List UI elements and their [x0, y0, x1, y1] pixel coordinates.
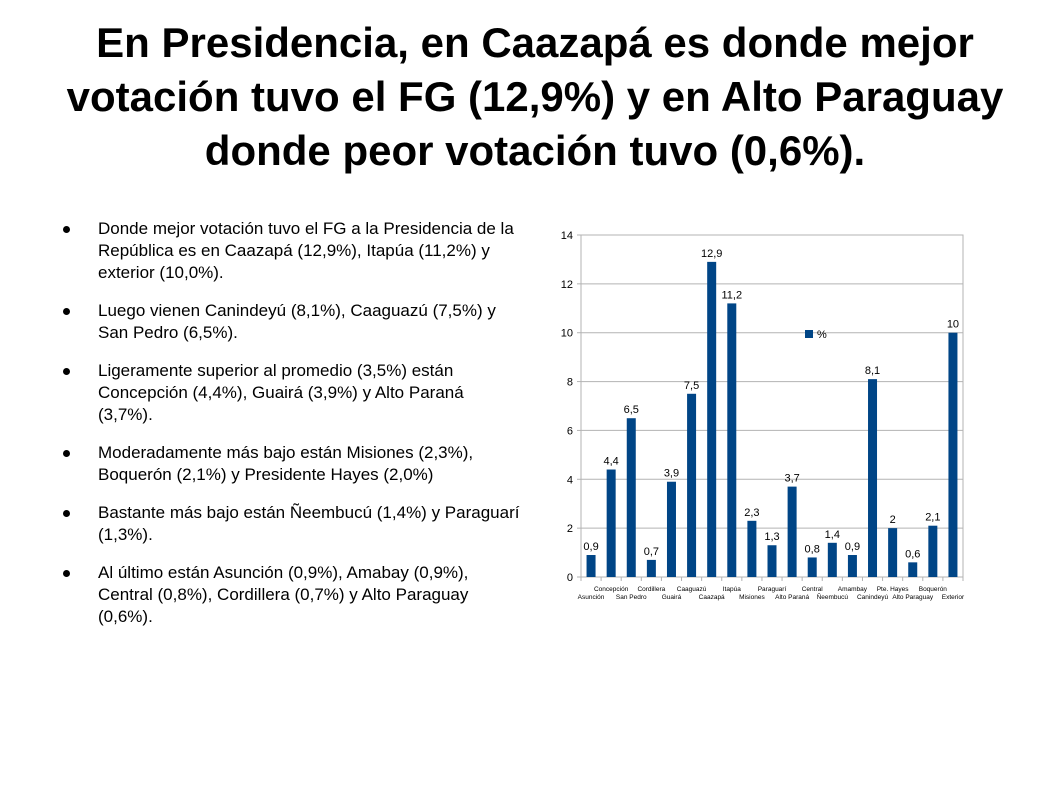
bar	[606, 469, 616, 577]
data-label: 2,3	[744, 507, 759, 519]
bar	[767, 545, 777, 577]
data-labels: 0,9 4,4 6,5 0,7 3,9 7,5 12,9 11,2 2,3 1,3 3,7 0,8 1,…	[583, 248, 959, 560]
x-tick-label: Alto Paraná	[775, 594, 809, 601]
legend-label: %	[817, 329, 827, 341]
x-tick-label: Concepción	[594, 586, 629, 593]
bullet-list: Donde mejor votación tuvo el FG a la Pre…	[60, 218, 520, 644]
bullet-item: Bastante más bajo están Ñeembucú (1,4%) …	[60, 502, 520, 546]
bar	[646, 559, 656, 577]
x-tick-label: Boquerón	[919, 586, 948, 593]
data-label: 8,1	[865, 365, 880, 377]
legend-swatch	[805, 330, 813, 338]
bar	[687, 393, 697, 577]
data-label: 6,5	[624, 404, 639, 416]
y-tick-label: 4	[567, 474, 573, 486]
y-tick-label: 6	[567, 425, 573, 437]
bar	[707, 261, 717, 577]
y-axis-ticks: 0 2 4 6 8 10 12 14	[561, 230, 573, 584]
data-label: 3,9	[664, 468, 679, 480]
y-tick-label: 8	[567, 377, 573, 389]
data-label: 0,9	[583, 541, 598, 553]
bar	[727, 303, 737, 577]
x-tick-label: Itapúa	[723, 586, 741, 593]
y-tick-label: 0	[567, 572, 573, 584]
data-label: 0,8	[805, 543, 820, 555]
x-tick-label: San Pedro	[616, 594, 647, 601]
data-label: 2	[890, 514, 896, 526]
data-label: 3,7	[784, 473, 799, 485]
bar	[908, 562, 918, 577]
x-tick-label: Paraguarí	[758, 586, 787, 593]
bullet-item: Luego vienen Canindeyú (8,1%), Caaguazú …	[60, 300, 520, 344]
x-tick-label: Amambay	[838, 586, 868, 593]
bullet-item: Moderadamente más bajo están Misiones (2…	[60, 442, 520, 486]
slide-title: En Presidencia, en Caazapá es donde mejo…	[66, 19, 1004, 174]
x-tick-label: Caaguazú	[677, 586, 707, 593]
bullet-item: Donde mejor votación tuvo el FG a la Pre…	[60, 218, 520, 284]
data-label: 0,7	[644, 546, 659, 558]
bullet-item: Ligeramente superior al promedio (3,5%) …	[60, 360, 520, 426]
y-tick-label: 2	[567, 523, 573, 535]
x-tick-label: Exterior	[942, 594, 965, 601]
x-tick-label: Asunción	[578, 594, 605, 601]
x-tick-label: Cordillera	[637, 586, 665, 593]
bar	[827, 542, 837, 577]
x-tick-label: Central	[802, 586, 824, 593]
data-label: 0,9	[845, 541, 860, 553]
x-tick-label: Guairá	[662, 594, 682, 601]
data-label: 12,9	[701, 248, 722, 260]
bar	[586, 555, 596, 577]
x-tick-label: Alto Paraguay	[892, 594, 934, 601]
bar	[807, 557, 817, 577]
data-label: 1,3	[764, 531, 779, 543]
x-tick-label: Misiones	[739, 594, 765, 601]
bar	[747, 520, 757, 577]
bar	[787, 486, 797, 577]
y-tick-label: 14	[561, 230, 573, 242]
data-label: 10	[947, 319, 959, 331]
x-tick-label: Ñeembucú	[817, 592, 849, 601]
bar	[666, 481, 676, 577]
data-label: 0,6	[905, 548, 920, 560]
x-tick-label: Canindeyú	[857, 594, 888, 601]
bar	[888, 528, 898, 577]
data-label: 7,5	[684, 380, 699, 392]
bar	[928, 525, 938, 577]
data-label: 4,4	[604, 456, 619, 468]
data-label: 2,1	[925, 512, 940, 524]
x-tick-label: Pte. Hayes	[877, 586, 910, 593]
y-tick-label: 10	[561, 328, 573, 340]
chart-legend: %	[805, 329, 827, 341]
y-tick-label: 12	[561, 279, 573, 291]
data-label: 11,2	[721, 289, 742, 301]
data-label: 1,4	[825, 529, 840, 541]
chart-bars	[586, 261, 958, 577]
bar	[626, 418, 636, 577]
bar	[868, 379, 878, 577]
bar	[948, 332, 958, 577]
bar	[847, 555, 857, 577]
x-tick-label: Caazapá	[699, 594, 725, 601]
bar-chart: 0 2 4 6 8 10 12 14 0,9 4,4 6,5 0,7 3,9 7,5 12,9 11,2 2,…	[561, 230, 965, 601]
bullet-item: Al último están Asunción (0,9%), Amabay …	[60, 562, 520, 628]
